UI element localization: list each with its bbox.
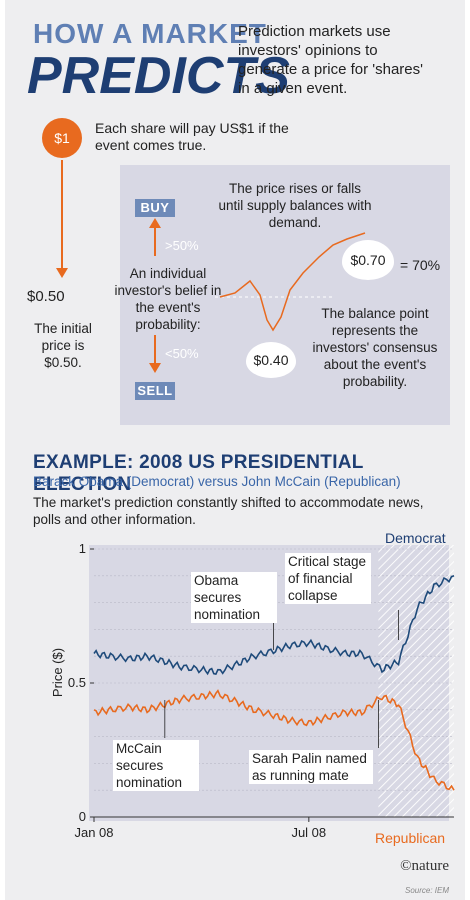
y-tick-label: 0.5 (68, 675, 86, 690)
x-tick-label: Jul 08 (291, 825, 326, 840)
above-half-label: >50% (165, 238, 199, 253)
democrat-series-line (93, 575, 455, 676)
below-half-label: <50% (165, 346, 199, 361)
example-description: The market's prediction constantly shift… (33, 495, 424, 527)
post-palin-region (378, 545, 454, 817)
annotation-obama-nomination: Obama secures nomination (191, 572, 277, 623)
y-axis-label: Price ($) (50, 647, 66, 698)
title-line-2: PREDICTS (27, 47, 290, 105)
intro-text: Prediction markets use investors' opinio… (238, 23, 423, 97)
supply-demand-text: The price rises or falls until supply ba… (218, 181, 372, 230)
annotation-financial-collapse: Critical stage of financial collapse (285, 553, 371, 604)
infographic: HOW A MARKET PREDICTS Prediction markets… (5, 0, 465, 900)
y-tick-label: 1 (79, 541, 86, 556)
buy-label: BUY (135, 199, 175, 217)
x-tick-label: Jan 08 (74, 825, 113, 840)
explainer-panel (120, 165, 450, 425)
example-title: EXAMPLE: 2008 US PRESIDENTIAL ELECTION (33, 452, 364, 495)
y-tick-label: 0 (79, 809, 86, 824)
title-line-1: HOW A MARKET (33, 18, 267, 49)
balance-point-text: The balance point represents the investo… (312, 306, 438, 389)
high-price-drop: $0.70 (342, 240, 394, 280)
source-note: Source: IEM (404, 886, 449, 895)
republican-label: Republican (375, 830, 446, 846)
initial-price-text: The initial price is $0.50. (34, 321, 92, 370)
high-price-percent: = 70% (400, 257, 441, 273)
republican-series-line (93, 689, 455, 791)
initial-price: $0.50 (27, 288, 65, 305)
democrat-label: Democrat (385, 530, 446, 546)
belief-text: An individual investor's belief in the e… (114, 266, 222, 332)
low-price-drop: $0.40 (246, 342, 296, 378)
share-payout-text: Each share will pay US$1 if the event co… (95, 120, 289, 153)
down-arrow-small-icon (149, 335, 161, 373)
election-chart: 0 0.5 1 Jan 08 Jul 08 (68, 541, 455, 840)
share-price-badge: $1 (42, 118, 82, 158)
down-arrow-icon (56, 160, 68, 278)
low-price-label: $0.40 (253, 352, 289, 368)
up-arrow-icon (149, 218, 161, 256)
example-subtitle: Barack Obama (Democrat) versus John McCa… (33, 474, 401, 489)
price-path-illustration (215, 232, 366, 332)
annotation-mccain-nomination: McCain secures nomination (113, 740, 199, 791)
annotation-palin: Sarah Palin named as running mate (249, 750, 373, 784)
sell-label: SELL (135, 382, 175, 400)
nature-credit: ©nature (400, 858, 449, 874)
high-price-label: $0.70 (350, 252, 386, 268)
